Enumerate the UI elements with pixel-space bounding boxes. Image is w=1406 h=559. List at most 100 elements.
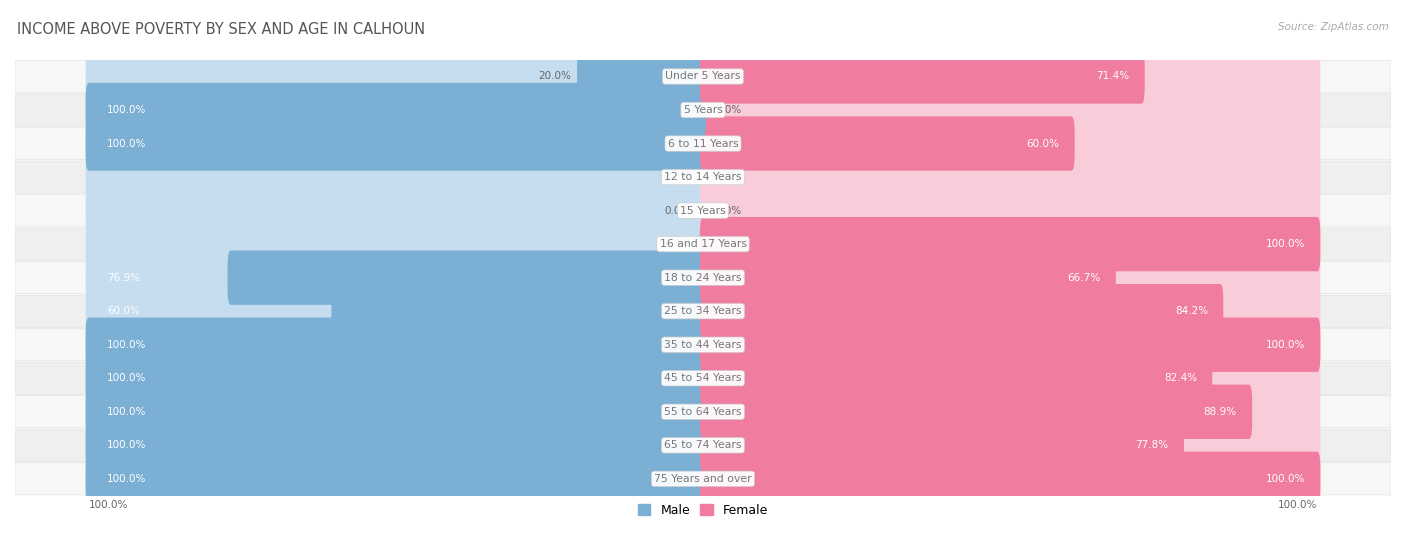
- Text: 100.0%: 100.0%: [107, 105, 146, 115]
- FancyBboxPatch shape: [700, 49, 1320, 103]
- Text: 55 to 64 Years: 55 to 64 Years: [664, 407, 742, 417]
- FancyBboxPatch shape: [700, 250, 1116, 305]
- FancyBboxPatch shape: [700, 83, 1320, 137]
- Text: 77.8%: 77.8%: [1136, 440, 1168, 451]
- Text: 76.9%: 76.9%: [107, 273, 141, 283]
- FancyBboxPatch shape: [700, 284, 1320, 338]
- Text: 0.0%: 0.0%: [716, 206, 741, 216]
- FancyBboxPatch shape: [15, 463, 1391, 495]
- Text: 88.9%: 88.9%: [1204, 407, 1237, 417]
- Text: 84.2%: 84.2%: [1175, 306, 1208, 316]
- Text: 75 Years and over: 75 Years and over: [654, 474, 752, 484]
- FancyBboxPatch shape: [700, 150, 1320, 204]
- FancyBboxPatch shape: [228, 250, 706, 305]
- FancyBboxPatch shape: [86, 83, 706, 137]
- FancyBboxPatch shape: [700, 183, 1320, 238]
- FancyBboxPatch shape: [700, 116, 1320, 170]
- Text: 60.0%: 60.0%: [107, 306, 141, 316]
- FancyBboxPatch shape: [86, 418, 706, 472]
- Text: 100.0%: 100.0%: [107, 474, 146, 484]
- Text: 0.0%: 0.0%: [665, 239, 690, 249]
- FancyBboxPatch shape: [86, 385, 706, 439]
- FancyBboxPatch shape: [15, 127, 1391, 160]
- Text: 20.0%: 20.0%: [538, 72, 571, 82]
- Text: 100.0%: 100.0%: [107, 139, 146, 149]
- FancyBboxPatch shape: [86, 116, 706, 170]
- FancyBboxPatch shape: [86, 385, 706, 439]
- Text: 18 to 24 Years: 18 to 24 Years: [664, 273, 742, 283]
- Text: 100.0%: 100.0%: [107, 407, 146, 417]
- Text: 0.0%: 0.0%: [665, 206, 690, 216]
- Text: Source: ZipAtlas.com: Source: ZipAtlas.com: [1278, 22, 1389, 32]
- FancyBboxPatch shape: [15, 362, 1391, 394]
- Text: 0.0%: 0.0%: [716, 105, 741, 115]
- Text: 100.0%: 100.0%: [89, 500, 128, 510]
- Text: 100.0%: 100.0%: [1265, 239, 1305, 249]
- FancyBboxPatch shape: [15, 262, 1391, 294]
- Text: 12 to 14 Years: 12 to 14 Years: [664, 172, 742, 182]
- Text: 15 Years: 15 Years: [681, 206, 725, 216]
- FancyBboxPatch shape: [86, 351, 706, 405]
- FancyBboxPatch shape: [86, 452, 706, 506]
- Text: 82.4%: 82.4%: [1164, 373, 1197, 383]
- Text: 35 to 44 Years: 35 to 44 Years: [664, 340, 742, 350]
- Text: 16 and 17 Years: 16 and 17 Years: [659, 239, 747, 249]
- Text: 0.0%: 0.0%: [665, 172, 690, 182]
- FancyBboxPatch shape: [86, 318, 706, 372]
- Text: 100.0%: 100.0%: [1265, 474, 1305, 484]
- Text: 100.0%: 100.0%: [107, 440, 146, 451]
- FancyBboxPatch shape: [86, 418, 706, 472]
- Text: 100.0%: 100.0%: [1265, 340, 1305, 350]
- FancyBboxPatch shape: [86, 183, 706, 238]
- FancyBboxPatch shape: [700, 217, 1320, 271]
- Text: 45 to 54 Years: 45 to 54 Years: [664, 373, 742, 383]
- FancyBboxPatch shape: [700, 385, 1320, 439]
- FancyBboxPatch shape: [15, 94, 1391, 126]
- FancyBboxPatch shape: [700, 284, 1223, 338]
- FancyBboxPatch shape: [332, 284, 706, 338]
- Text: Under 5 Years: Under 5 Years: [665, 72, 741, 82]
- FancyBboxPatch shape: [700, 250, 1320, 305]
- FancyBboxPatch shape: [700, 351, 1320, 405]
- FancyBboxPatch shape: [86, 116, 706, 170]
- FancyBboxPatch shape: [700, 418, 1320, 472]
- FancyBboxPatch shape: [15, 429, 1391, 461]
- Text: 66.7%: 66.7%: [1067, 273, 1101, 283]
- FancyBboxPatch shape: [15, 195, 1391, 227]
- FancyBboxPatch shape: [576, 49, 706, 103]
- Text: 6 to 11 Years: 6 to 11 Years: [668, 139, 738, 149]
- FancyBboxPatch shape: [15, 60, 1391, 93]
- FancyBboxPatch shape: [700, 351, 1212, 405]
- FancyBboxPatch shape: [15, 161, 1391, 193]
- Text: 100.0%: 100.0%: [107, 340, 146, 350]
- FancyBboxPatch shape: [86, 217, 706, 271]
- Text: 0.0%: 0.0%: [716, 172, 741, 182]
- Text: 100.0%: 100.0%: [1278, 500, 1317, 510]
- FancyBboxPatch shape: [86, 318, 706, 372]
- FancyBboxPatch shape: [700, 452, 1320, 506]
- FancyBboxPatch shape: [86, 150, 706, 204]
- FancyBboxPatch shape: [700, 116, 1074, 170]
- Text: 100.0%: 100.0%: [107, 373, 146, 383]
- FancyBboxPatch shape: [15, 295, 1391, 327]
- FancyBboxPatch shape: [700, 452, 1320, 506]
- FancyBboxPatch shape: [700, 385, 1253, 439]
- FancyBboxPatch shape: [86, 250, 706, 305]
- FancyBboxPatch shape: [15, 396, 1391, 428]
- FancyBboxPatch shape: [700, 49, 1144, 103]
- FancyBboxPatch shape: [15, 228, 1391, 260]
- FancyBboxPatch shape: [86, 284, 706, 338]
- FancyBboxPatch shape: [700, 217, 1320, 271]
- Text: 65 to 74 Years: 65 to 74 Years: [664, 440, 742, 451]
- FancyBboxPatch shape: [700, 318, 1320, 372]
- FancyBboxPatch shape: [86, 83, 706, 137]
- FancyBboxPatch shape: [86, 452, 706, 506]
- FancyBboxPatch shape: [86, 351, 706, 405]
- Text: INCOME ABOVE POVERTY BY SEX AND AGE IN CALHOUN: INCOME ABOVE POVERTY BY SEX AND AGE IN C…: [17, 22, 425, 37]
- FancyBboxPatch shape: [86, 49, 706, 103]
- Text: 60.0%: 60.0%: [1026, 139, 1059, 149]
- Text: 25 to 34 Years: 25 to 34 Years: [664, 306, 742, 316]
- Legend: Male, Female: Male, Female: [633, 499, 773, 522]
- Text: 71.4%: 71.4%: [1097, 72, 1129, 82]
- Text: 5 Years: 5 Years: [683, 105, 723, 115]
